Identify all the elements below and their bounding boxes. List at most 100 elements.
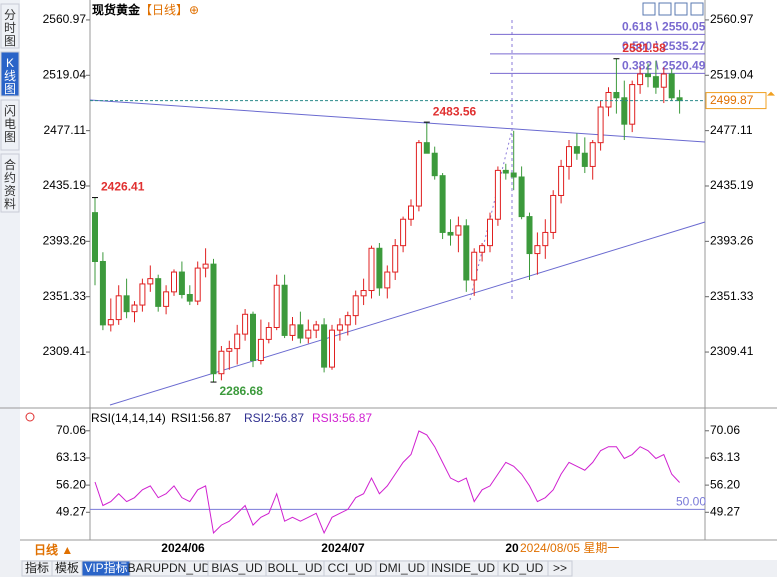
candle-body [297, 324, 304, 339]
tab-label[interactable]: BIAS_UD [211, 561, 263, 575]
candle-body [392, 245, 399, 273]
tool-icon[interactable] [674, 2, 688, 16]
legend-entry: RSI2:56.87 [244, 411, 304, 425]
candle-body [494, 169, 501, 220]
tool-icon[interactable] [642, 2, 656, 16]
toolbar [642, 2, 704, 16]
fib-label: 0.500 \ 2535.27 [622, 39, 706, 53]
crosshair-date: 2024/08/05 星期一 [520, 541, 619, 555]
x-tick-label: 2024/07 [321, 541, 365, 555]
add-button[interactable]: ⊕ [189, 3, 199, 17]
side-tab-label[interactable]: 分时图 [4, 8, 16, 48]
period-button[interactable]: 日线 ▲ [34, 542, 73, 557]
period-label[interactable]: 【日线】 [140, 3, 188, 17]
candle-body [234, 333, 241, 350]
candle-body [265, 327, 272, 340]
candle-body [668, 73, 675, 99]
candle-body [147, 278, 154, 285]
tab[interactable] [547, 560, 573, 577]
tab-label[interactable]: >> [553, 561, 567, 575]
side-tab[interactable] [0, 3, 20, 49]
last-price-box [705, 92, 767, 110]
y-tick-label: 2351.33 [710, 289, 754, 303]
candle-body [202, 263, 209, 269]
indicator-icon[interactable] [25, 412, 35, 422]
candle-body [99, 260, 106, 326]
candle-body [629, 84, 636, 125]
candle-body [178, 271, 185, 295]
tab-label[interactable]: INSIDE_UD [431, 561, 495, 575]
candle-body [518, 176, 525, 218]
side-tab[interactable] [0, 99, 20, 151]
tool-icon[interactable] [690, 2, 704, 16]
legend-entry: RSI1:56.87 [171, 411, 231, 425]
tab-label[interactable]: DMI_UD [379, 561, 425, 575]
last-price-arrow [767, 91, 775, 96]
candle-body [455, 225, 462, 236]
candle-body [281, 284, 288, 336]
y-tick-label: 2393.26 [43, 234, 87, 248]
y-tick-label: 70.06 [710, 423, 740, 437]
side-tab[interactable] [0, 153, 20, 213]
y-tick-label: 63.13 [710, 450, 740, 464]
candle-body [163, 291, 170, 307]
candle-body [550, 194, 557, 233]
side-tab-label[interactable]: 合约资料 [4, 157, 16, 211]
tab-label[interactable]: 指标 [25, 560, 49, 575]
candle-body [652, 76, 659, 88]
candle-body [344, 315, 351, 326]
candle-body [510, 172, 517, 178]
fib-base-line [469, 129, 513, 301]
candle-body [463, 225, 470, 281]
candle-body [558, 165, 565, 196]
tool-icon[interactable] [658, 2, 672, 16]
tab-label[interactable]: KD_UD [503, 561, 544, 575]
candle-body [637, 73, 644, 86]
candle-body [534, 245, 541, 255]
candle-body [613, 91, 620, 99]
candle-body [542, 231, 549, 247]
candle-body [360, 290, 367, 297]
side-tab-label[interactable]: 闪电图 [4, 104, 16, 144]
candle-body [139, 283, 146, 306]
candle-body [321, 324, 328, 368]
y-tick-label: 56.20 [56, 477, 86, 491]
tab-label[interactable]: VIP指标 [84, 560, 127, 575]
candle-body [250, 313, 256, 362]
candle-body [226, 348, 233, 352]
tab-label[interactable]: 模板 [55, 561, 79, 575]
tab-label[interactable]: CCI_UD [328, 561, 373, 575]
candle-body [313, 324, 320, 331]
candle-body [621, 97, 628, 125]
candle-body [526, 216, 533, 255]
fib-label: 0.618 \ 2550.05 [622, 20, 706, 34]
candle-body [439, 175, 446, 233]
y-tick-label: 2519.04 [710, 67, 754, 81]
side-tab-label[interactable]: K 线图 [4, 56, 16, 96]
side-tab[interactable] [0, 51, 20, 97]
x-tick-label: 20 [505, 541, 519, 555]
y-tick-label: 2560.97 [710, 12, 754, 26]
chart-title: 现货黄金 [92, 2, 141, 17]
y-tick-label: 56.20 [710, 477, 740, 491]
candle-body [305, 329, 312, 339]
y-tick-label: 2393.26 [710, 234, 754, 248]
tab-label[interactable]: BOLL_UD [268, 561, 323, 575]
candle-body [352, 295, 359, 317]
tab-label[interactable]: BARUPDN_UD [128, 561, 211, 575]
reference-label: 50.00 [676, 495, 706, 509]
candle-body [273, 284, 280, 329]
y-tick-label: 49.27 [710, 504, 740, 518]
period-button-bg[interactable] [22, 543, 88, 559]
candle-body [123, 295, 130, 313]
x-tick-label: 2024/06 [161, 541, 205, 555]
annotation: 2483.56 [433, 104, 477, 118]
y-tick-label: 2477.11 [710, 123, 753, 137]
candle-body [194, 267, 201, 302]
y-tick-label: 2435.19 [710, 178, 754, 192]
y-tick-label: 2309.41 [43, 344, 87, 358]
candle-body [660, 73, 667, 88]
candle-body [376, 247, 383, 289]
